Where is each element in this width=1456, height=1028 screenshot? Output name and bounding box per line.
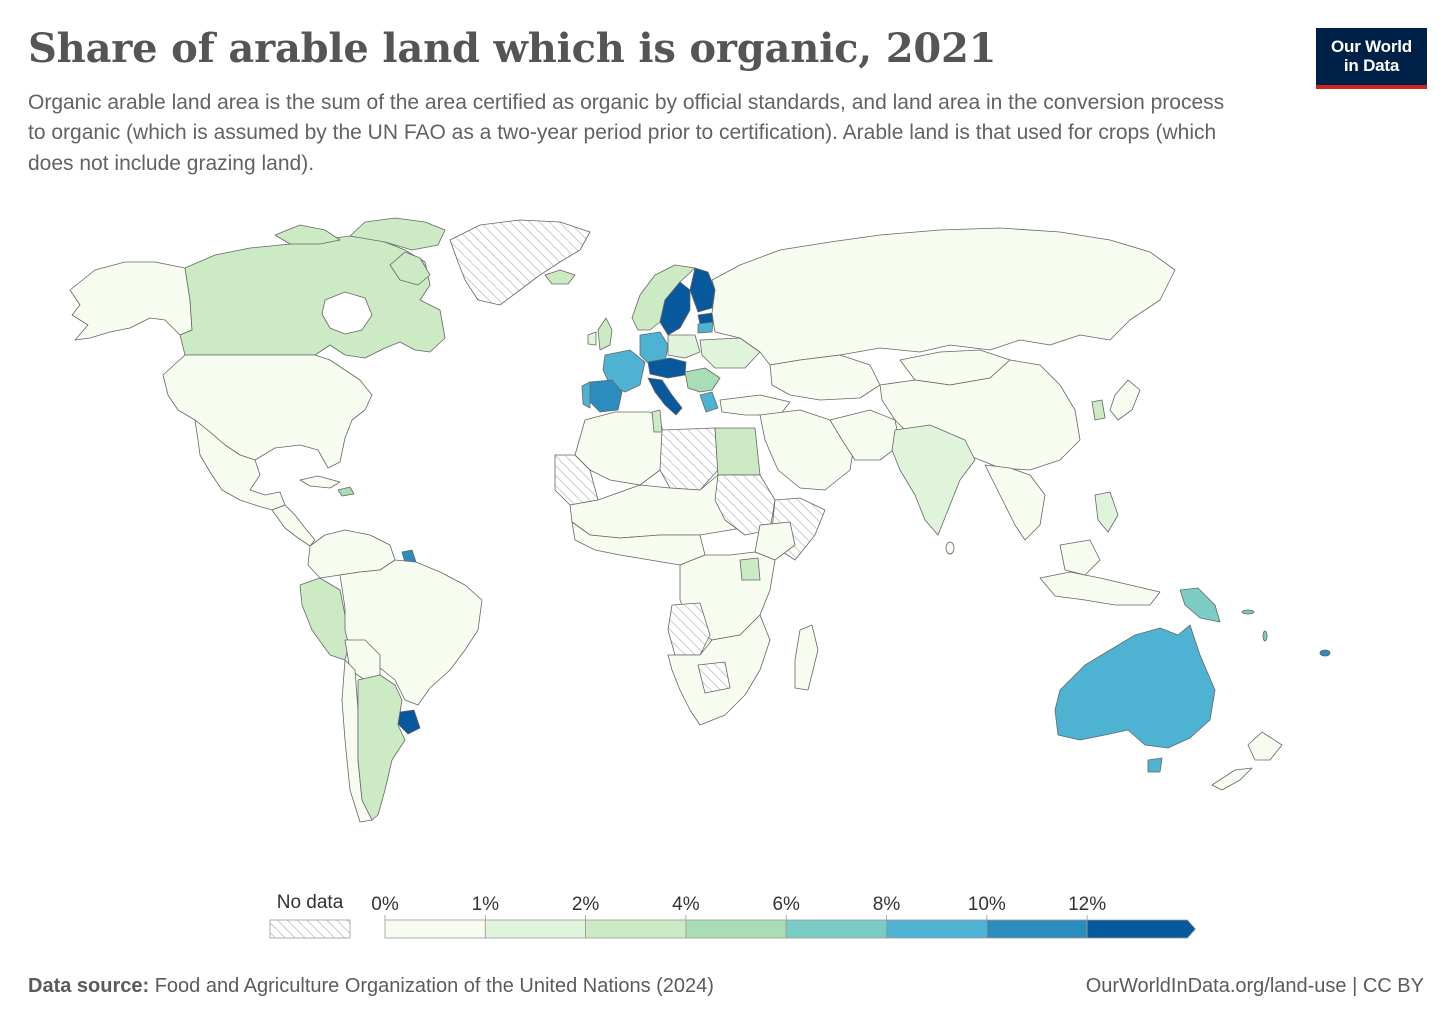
country-italy[interactable] <box>647 377 683 416</box>
country-tanzania[interactable] <box>739 557 761 581</box>
legend-tick-label-7: 12% <box>1068 894 1106 915</box>
country-borneo[interactable] <box>1059 539 1101 576</box>
country-japan[interactable] <box>1109 379 1141 421</box>
country-finland[interactable] <box>689 267 716 313</box>
country-iceland[interactable] <box>544 269 576 285</box>
country-uk[interactable] <box>597 317 613 351</box>
country-papua-new-guinea[interactable] <box>1179 587 1221 623</box>
legend-bin-4 <box>785 919 887 939</box>
country-indonesia[interactable] <box>1039 571 1161 606</box>
country-india[interactable] <box>891 424 976 536</box>
legend: No data 0% 1% 2% 4% 6% 8% 10% 12% <box>269 892 1196 939</box>
country-central-america[interactable] <box>271 504 316 547</box>
footer-source: Data source: Food and Agriculture Organi… <box>28 975 714 998</box>
country-solomon-islands[interactable] <box>1241 609 1255 615</box>
country-southeast-asia[interactable] <box>984 464 1046 541</box>
country-argentina[interactable] <box>357 674 406 821</box>
country-tasmania[interactable] <box>1147 757 1163 773</box>
footer-license[interactable]: OurWorldInData.org/land-use | CC BY <box>1085 975 1424 997</box>
country-mexico[interactable] <box>194 419 286 511</box>
country-cuba[interactable] <box>299 475 341 489</box>
legend-bin-1 <box>484 919 586 939</box>
country-sudan[interactable] <box>714 474 776 536</box>
country-australia[interactable] <box>1054 624 1216 749</box>
country-portugal[interactable] <box>581 381 591 409</box>
country-tunisia[interactable] <box>651 409 663 433</box>
country-greenland[interactable] <box>449 219 591 306</box>
country-canada-arctic-islands[interactable] <box>274 224 341 245</box>
country-uruguay[interactable] <box>397 709 421 735</box>
country-egypt[interactable] <box>714 427 761 476</box>
country-ethiopia[interactable] <box>754 521 796 561</box>
country-poland[interactable] <box>667 334 701 359</box>
country-canada-baffin[interactable] <box>389 251 431 286</box>
legend-tick-label-4: 6% <box>772 894 800 915</box>
country-latvia[interactable] <box>697 321 714 334</box>
page-subtitle: Organic arable land area is the sum of t… <box>28 91 1225 175</box>
page-title: Share of arable land which is organic, 2… <box>28 25 997 72</box>
country-samoa[interactable] <box>1319 649 1331 657</box>
legend-no-data-label: No data <box>277 892 344 913</box>
legend-tick-label-2: 2% <box>572 894 600 915</box>
owid-logo[interactable]: Our World in Data <box>1316 28 1427 89</box>
country-dominican-republic[interactable] <box>337 486 355 497</box>
legend-no-data-swatch <box>269 919 351 939</box>
country-balkans[interactable] <box>684 367 721 393</box>
logo-line-1: Our World <box>1331 36 1412 56</box>
country-canada-arctic-islands-2[interactable] <box>349 217 446 251</box>
legend-bin-5 <box>886 919 988 939</box>
country-botswana[interactable] <box>697 661 731 694</box>
legend-tick-label-5: 8% <box>873 894 901 915</box>
country-iran-pakistan[interactable] <box>829 409 901 461</box>
country-ireland[interactable] <box>587 331 597 346</box>
country-south-korea[interactable] <box>1091 399 1106 421</box>
legend-color-scale: 0% 1% 2% 4% 6% 8% 10% 12% <box>371 894 1196 939</box>
country-middle-east[interactable] <box>759 409 856 491</box>
legend-bin-6 <box>986 919 1088 939</box>
country-new-zealand-south[interactable] <box>1211 767 1253 791</box>
footer-source-text: Food and Agriculture Organization of the… <box>154 975 714 997</box>
legend-bin-7 <box>1086 919 1196 939</box>
country-new-zealand-north[interactable] <box>1247 731 1283 761</box>
country-united-states[interactable] <box>162 354 373 469</box>
country-russia[interactable] <box>711 227 1176 366</box>
country-vanuatu[interactable] <box>1262 630 1268 642</box>
footer-source-label: Data source: <box>28 975 150 997</box>
legend-tick-label-3: 4% <box>672 894 700 915</box>
country-madagascar[interactable] <box>794 624 819 691</box>
legend-bin-0 <box>384 919 486 939</box>
legend-bin-3 <box>685 919 787 939</box>
country-alaska[interactable] <box>69 261 193 341</box>
legend-tick-label-6: 10% <box>968 894 1006 915</box>
country-greece[interactable] <box>699 391 719 413</box>
country-kazakhstan[interactable] <box>769 354 881 401</box>
legend-bin-2 <box>585 919 687 939</box>
country-sri-lanka[interactable] <box>945 541 955 555</box>
legend-tick-label-1: 1% <box>472 894 500 915</box>
country-sweden[interactable] <box>659 281 691 336</box>
country-turkey[interactable] <box>719 394 791 416</box>
legend-tick-label-0: 0% <box>371 894 399 915</box>
country-libya[interactable] <box>659 427 719 491</box>
country-austria-czechia[interactable] <box>647 357 687 379</box>
country-philippines[interactable] <box>1094 491 1119 533</box>
hudson-bay <box>321 291 373 335</box>
logo-line-2: in Data <box>1343 55 1400 75</box>
